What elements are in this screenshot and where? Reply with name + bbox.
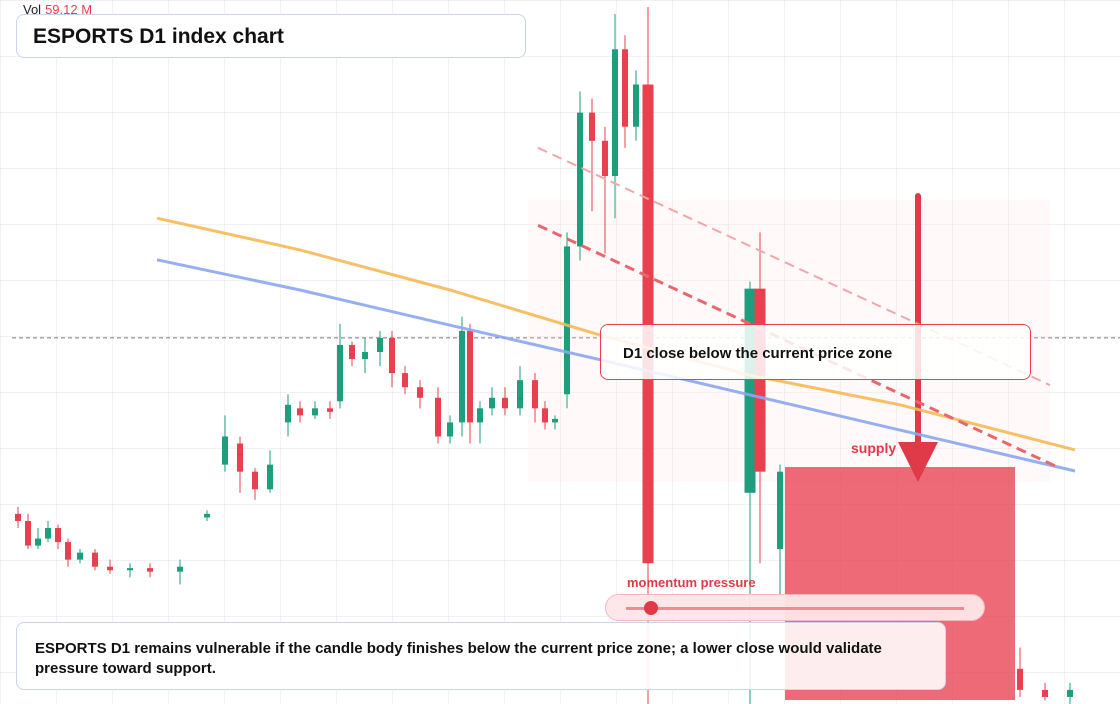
candle-body: [25, 520, 31, 546]
candle-body: [532, 380, 538, 409]
candle-body: [377, 337, 383, 352]
candle-body: [754, 288, 766, 472]
candle-body: [389, 337, 395, 374]
candle-body: [552, 418, 558, 423]
candle-body: [1042, 689, 1048, 697]
candle-body: [237, 443, 243, 472]
candle-body: [1067, 689, 1073, 697]
candle-body: [297, 408, 303, 416]
candle-body: [337, 344, 343, 402]
candle-body: [222, 436, 228, 465]
callout: D1 close below the current price zone: [600, 324, 1031, 380]
candle-body: [777, 471, 783, 550]
candle-body: [467, 330, 473, 423]
candle-body: [267, 464, 273, 490]
candle-body: [127, 568, 133, 571]
candle-body: [107, 566, 113, 571]
candle-body: [633, 84, 639, 127]
candle-body: [502, 397, 508, 409]
candle-body: [612, 49, 618, 176]
candle-body: [77, 552, 83, 560]
candle-body: [65, 542, 71, 560]
candle-body: [542, 408, 548, 423]
gauge-track: [626, 607, 964, 610]
candle-body: [642, 84, 654, 564]
zone-label: supply: [851, 440, 897, 456]
candle-body: [15, 513, 21, 521]
gauge-knob: [644, 601, 658, 615]
candle-body: [459, 330, 465, 423]
candle-body: [517, 380, 523, 409]
candle-body: [417, 387, 423, 398]
candle-body: [362, 352, 368, 360]
arrow-head: [898, 442, 938, 482]
candle-body: [285, 404, 291, 423]
candle-body: [622, 49, 628, 127]
volume-value: 59.12 M: [45, 2, 93, 17]
candle-body: [564, 246, 570, 395]
gauge: [605, 594, 985, 621]
volume-label: Vol: [23, 2, 42, 17]
candle-body: [589, 112, 595, 141]
candle-body: [402, 373, 408, 388]
candle-body: [55, 528, 61, 543]
candle-body: [349, 344, 355, 360]
candle-body: [1017, 668, 1023, 690]
candle-body: [489, 397, 495, 409]
candle-body: [577, 112, 583, 247]
candle-body: [602, 140, 608, 176]
candle-body: [312, 408, 318, 416]
candle-body: [92, 552, 98, 567]
chart-title: ESPORTS D1 index chart: [16, 14, 526, 58]
candle-body: [744, 288, 756, 493]
candle-body: [435, 397, 441, 437]
gauge-label: momentum pressure: [627, 575, 756, 590]
candle-body: [35, 538, 41, 546]
candle-body: [327, 408, 333, 412]
note: ESPORTS D1 remains vulnerable if the can…: [16, 622, 946, 690]
candle-body: [447, 422, 453, 437]
candle-body: [45, 528, 51, 539]
volume-readout: Vol 59.12 M: [23, 2, 92, 17]
candle-body: [147, 568, 153, 572]
candle-body: [204, 513, 210, 518]
candle-body: [252, 471, 258, 490]
candle-body: [477, 408, 483, 423]
candle-body: [177, 566, 183, 572]
